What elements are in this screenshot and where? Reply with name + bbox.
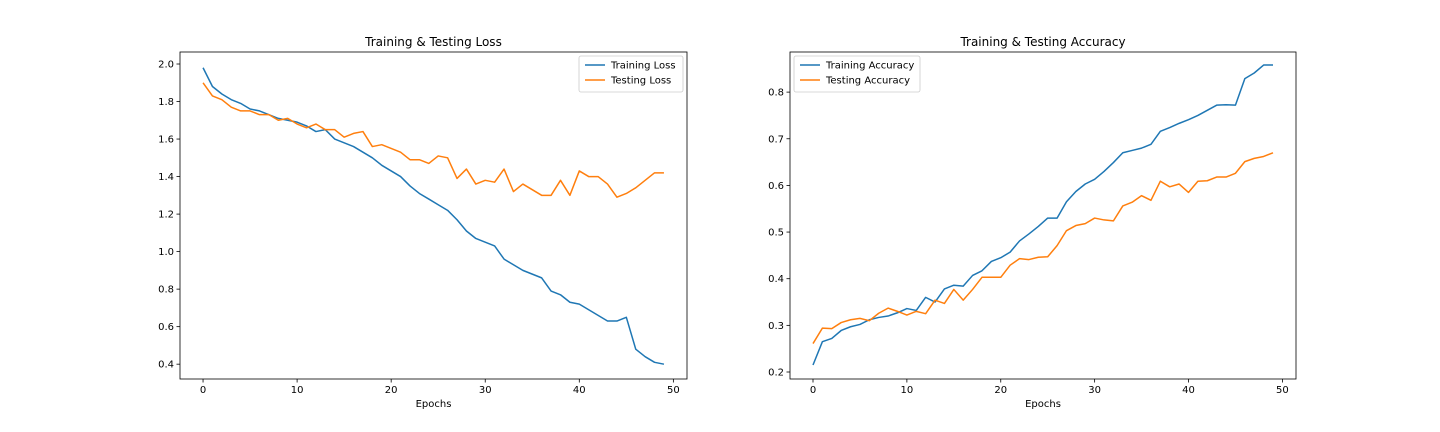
x-tick-label: 30 <box>479 385 492 396</box>
x-tick-label: 10 <box>901 385 914 396</box>
x-tick-label: 40 <box>573 385 586 396</box>
series-line-testing-loss <box>202 82 664 198</box>
x-tick-label: 50 <box>1276 385 1289 396</box>
y-tick-label: 0.4 <box>768 274 784 285</box>
x-tick-label: 30 <box>1088 385 1101 396</box>
legend: Training Accuracy Testing Accuracy <box>793 55 921 93</box>
chart-title: Training & Testing Loss <box>364 35 502 49</box>
y-tick-label: 0.6 <box>158 322 174 333</box>
y-tick-label: 2.0 <box>158 60 174 71</box>
legend-label: Testing Loss <box>610 76 671 87</box>
x-tick-label: 40 <box>1182 385 1195 396</box>
legend: Training Loss Testing Loss <box>578 55 684 93</box>
y-tick-label: 1.2 <box>158 210 174 221</box>
x-axis-label: Epochs <box>416 399 452 410</box>
y-tick-label: 0.6 <box>768 181 784 192</box>
x-tick-label: 0 <box>200 385 206 396</box>
accuracy-chart: Training & Testing Accuracy 0 10 20 30 40 50 0.… <box>768 35 1297 410</box>
y-tick-label: 1.4 <box>158 172 174 183</box>
x-tick-label: 10 <box>291 385 304 396</box>
x-tick-label: 20 <box>385 385 398 396</box>
plot-frame <box>179 51 688 380</box>
y-tick-label: 0.2 <box>768 368 784 379</box>
y-tick-label: 0.7 <box>768 134 784 145</box>
plot-frame <box>789 51 1297 380</box>
y-tick-label: 1.6 <box>158 135 174 146</box>
x-tick-label: 20 <box>994 385 1007 396</box>
series-line-training-accuracy <box>812 64 1273 366</box>
x-axis-label: Epochs <box>1025 399 1061 410</box>
y-tick-label: 0.3 <box>768 321 784 332</box>
y-tick-label: 0.8 <box>768 88 784 99</box>
y-tick-label: 0.4 <box>158 360 174 371</box>
legend-label: Training Loss <box>610 61 676 72</box>
legend-label: Training Accuracy <box>825 61 914 72</box>
y-tick-label: 0.5 <box>768 228 784 239</box>
y-tick-label: 1.0 <box>158 247 174 258</box>
y-tick-label: 1.8 <box>158 97 174 108</box>
legend-label: Testing Accuracy <box>825 76 910 87</box>
x-tick-label: 50 <box>667 385 680 396</box>
x-tick-label: 0 <box>810 385 816 396</box>
loss-chart: Training & Testing Loss 0 10 20 30 40 50 0.4 0.6… <box>158 35 688 410</box>
legend-box <box>793 55 921 93</box>
series-line-training-loss <box>202 67 665 365</box>
chart-title: Training & Testing Accuracy <box>959 35 1125 49</box>
y-tick-label: 0.8 <box>158 285 174 296</box>
series-line-testing-accuracy <box>812 152 1274 344</box>
